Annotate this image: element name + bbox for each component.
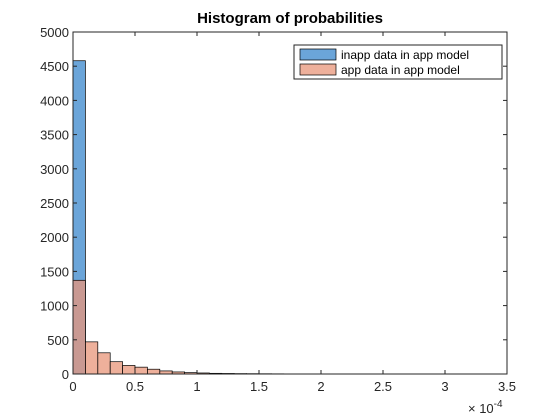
ticks-layer: 0 0.5 1 1.5 2 2.5 3 3.5 0 500 1000 1500 2000 2500 3000… xyxy=(40,25,516,394)
histogram-bar-series-2 xyxy=(134,366,148,375)
y-tick-label: 2500 xyxy=(40,196,69,211)
y-tick-label: 1500 xyxy=(40,264,69,279)
x-tick-label: 0 xyxy=(69,379,76,394)
y-tick-label: 1000 xyxy=(40,299,69,314)
legend-label-series-2: app data in app model xyxy=(341,63,460,77)
y-tick-label: 4500 xyxy=(40,59,69,74)
x-tick-label: 2 xyxy=(317,379,324,394)
x-axis-exponent: × 10-4 xyxy=(468,399,503,416)
x-axis-exponent-base: × 10 xyxy=(468,401,494,416)
legend-swatch-series-2 xyxy=(299,63,337,76)
histogram-bar-series-2 xyxy=(122,365,136,375)
y-tick-label: 3500 xyxy=(40,128,69,143)
y-tick-label: 3000 xyxy=(40,162,69,177)
x-tick-label: 1 xyxy=(193,379,200,394)
y-tick-label: 4000 xyxy=(40,93,69,108)
histogram-bar-series-2 xyxy=(147,368,161,375)
chart-title: Histogram of probabilities xyxy=(197,10,383,27)
histogram-bar-series-2 xyxy=(97,352,111,375)
legend-swatch-series-1 xyxy=(299,48,337,61)
histogram-bar-series-2 xyxy=(85,341,99,375)
histogram-bar-series-2 xyxy=(72,279,86,375)
x-axis-exponent-power: -4 xyxy=(494,399,503,410)
y-tick-label: 2000 xyxy=(40,230,69,245)
legend-label-series-1: inapp data in app model xyxy=(341,48,469,62)
y-tick-label: 5000 xyxy=(40,25,69,40)
x-tick-label: 3.5 xyxy=(498,379,516,394)
histogram-bar-series-2 xyxy=(109,361,123,375)
x-tick-label: 0.5 xyxy=(126,379,144,394)
x-tick-label: 1.5 xyxy=(250,379,268,394)
y-tick-label: 0 xyxy=(62,367,69,382)
y-tick-label: 500 xyxy=(47,333,69,348)
x-tick-label: 3 xyxy=(441,379,448,394)
x-tick-label: 2.5 xyxy=(374,379,392,394)
